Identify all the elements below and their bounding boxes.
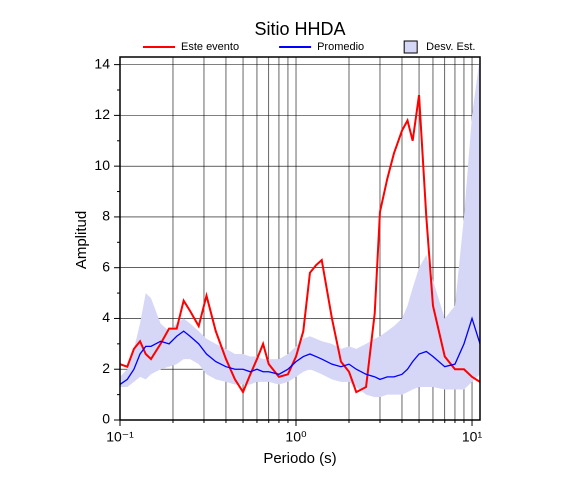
y-axis-label: Amplitud xyxy=(73,211,90,269)
y-tick-label: 10 xyxy=(94,157,110,173)
chart-title: Sitio HHDA xyxy=(254,19,345,39)
series-line xyxy=(119,94,481,395)
legend-swatch xyxy=(403,40,418,54)
y-tick-label: 2 xyxy=(102,360,110,376)
plot-frame xyxy=(119,56,481,421)
y-tick-label: 14 xyxy=(94,55,110,71)
legend: Este evento Promedio Desv. Est. xyxy=(143,40,475,54)
plot-data xyxy=(119,57,481,398)
x-tick-label: 10⁻¹ xyxy=(106,429,134,445)
legend-label: Promedio xyxy=(317,41,364,53)
y-tick-label: 4 xyxy=(102,309,110,325)
y-tick-label: 0 xyxy=(102,411,110,427)
x-axis-label: Periodo (s) xyxy=(263,450,336,467)
series-line xyxy=(119,316,481,385)
y-tick-label: 6 xyxy=(102,258,110,274)
legend-label: Este evento xyxy=(181,41,239,53)
std-band xyxy=(120,57,480,398)
axes: 10⁻¹ 10⁰ 10¹ 0 2 4 6 8 10 12 14 xyxy=(94,55,482,444)
y-tick-label: 8 xyxy=(102,208,110,224)
y-tick-label: 12 xyxy=(94,106,110,122)
x-tick-label: 10⁰ xyxy=(285,429,307,445)
x-tick-label: 10¹ xyxy=(462,429,483,445)
legend-label: Desv. Est. xyxy=(426,41,475,53)
